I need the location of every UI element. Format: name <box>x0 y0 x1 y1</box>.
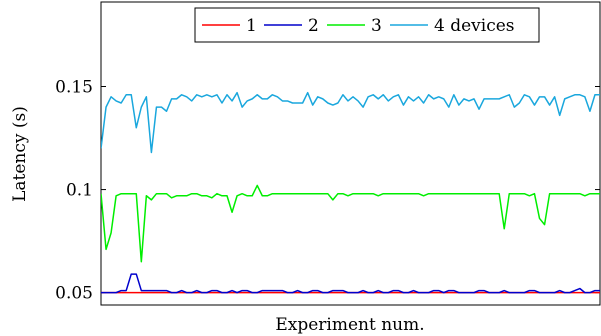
series-line-3 <box>101 184 600 263</box>
y-tick-label: 0.05 <box>55 284 93 304</box>
legend-label-3: 3 <box>371 16 382 36</box>
series-line-4 <box>101 91 600 154</box>
legend-label-1: 1 <box>246 16 257 36</box>
legend-label-2: 2 <box>308 16 319 36</box>
y-axis-ticks: 0.05 0.1 0.15 <box>55 78 600 304</box>
x-axis-label: Experiment num. <box>275 315 424 335</box>
y-tick-label: 0.1 <box>66 181 93 201</box>
legend-box <box>194 7 540 43</box>
legend: 1 2 3 4 devices <box>194 7 540 43</box>
y-tick-label: 0.15 <box>55 78 93 98</box>
series-line-2 <box>101 273 600 294</box>
y-axis-label: Latency (s) <box>10 106 30 202</box>
legend-label-4: 4 devices <box>434 16 515 36</box>
series-layer <box>101 91 600 294</box>
plot-frame <box>100 1 601 306</box>
